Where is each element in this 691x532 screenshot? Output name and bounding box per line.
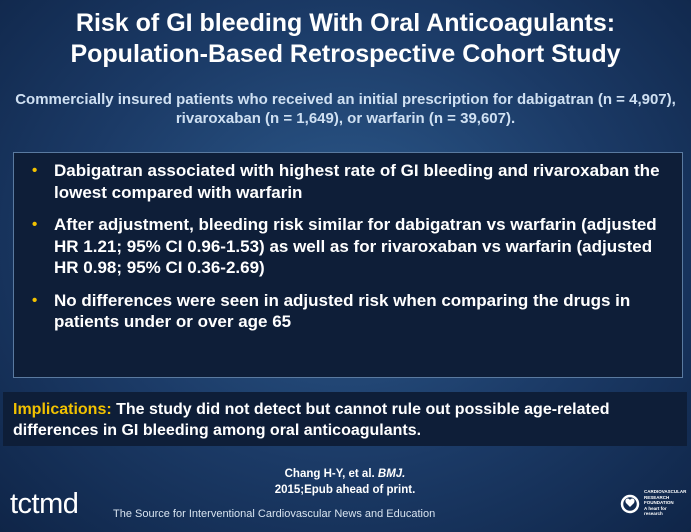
bullet-icon: •	[32, 291, 38, 309]
slide-title: Risk of GI bleeding With Oral Anticoagul…	[0, 8, 691, 70]
citation-details: 2015;Epub ahead of print.	[274, 484, 416, 496]
finding-item: • No differences were seen in adjusted r…	[32, 290, 672, 333]
crf-logo: CARDIOVASCULAR RESEARCH FOUNDATION A hea…	[620, 486, 686, 526]
footer-tagline: The Source for Interventional Cardiovasc…	[113, 508, 436, 520]
implications-box: Implications: The study did not detect b…	[3, 392, 687, 446]
crf-heart-icon	[620, 494, 640, 514]
findings-list: • Dabigatran associated with highest rat…	[14, 153, 682, 333]
tctmd-logo: tctmd	[10, 488, 79, 520]
finding-text: No differences were seen in adjusted ris…	[54, 290, 631, 332]
crf-name: CARDIOVASCULAR RESEARCH FOUNDATION	[644, 489, 687, 505]
slide-subtitle: Commercially insured patients who receiv…	[15, 91, 676, 127]
bullet-icon: •	[32, 162, 38, 179]
implications-label: Implications:	[13, 401, 112, 418]
title-line-2: Population-Based Retrospective Cohort St…	[70, 40, 621, 68]
citation-authors: Chang H-Y, et al.	[284, 468, 378, 480]
finding-text: Dabigatran associated with highest rate …	[54, 161, 660, 202]
finding-text: After adjustment, bleeding risk similar …	[54, 215, 657, 277]
crf-tagline: A heart for research	[644, 505, 667, 517]
citation-journal: BMJ.	[377, 468, 406, 480]
finding-item: • Dabigatran associated with highest rat…	[32, 160, 672, 203]
title-line-1: Risk of GI bleeding With Oral Anticoagul…	[75, 9, 616, 37]
finding-item: • After adjustment, bleeding risk simila…	[32, 214, 672, 279]
bullet-icon: •	[32, 216, 38, 233]
implications-text: The study did not detect but cannot rule…	[13, 401, 610, 439]
citation: Chang H-Y, et al. BMJ. 2015;Epub ahead o…	[180, 466, 510, 498]
findings-box: • Dabigatran associated with highest rat…	[13, 152, 683, 378]
